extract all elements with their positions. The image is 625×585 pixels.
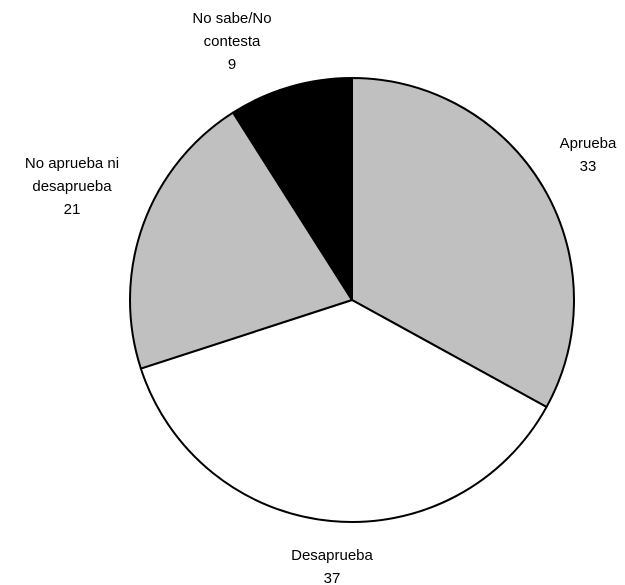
category-label: No aprueba ni desaprueba (24, 155, 120, 195)
value-label: 37 (323, 570, 341, 585)
pie-slice (351, 77, 575, 408)
slice-label: Desaprueba 37 (262, 544, 402, 585)
pie-slice (232, 77, 353, 301)
value-label: 9 (227, 56, 237, 73)
pie-slice (139, 299, 548, 523)
category-label: Aprueba (559, 135, 617, 152)
slice-label: Aprueba 33 (543, 132, 625, 178)
value-label: 21 (63, 201, 81, 218)
slice-label: No sabe/No contesta 9 (187, 7, 277, 76)
category-label: No sabe/No contesta (192, 10, 272, 50)
slice-label: No aprueba ni desaprueba 21 (7, 152, 137, 221)
value-label: 33 (579, 158, 597, 175)
category-label: Desaprueba (291, 547, 373, 564)
pie-slice (129, 111, 353, 370)
